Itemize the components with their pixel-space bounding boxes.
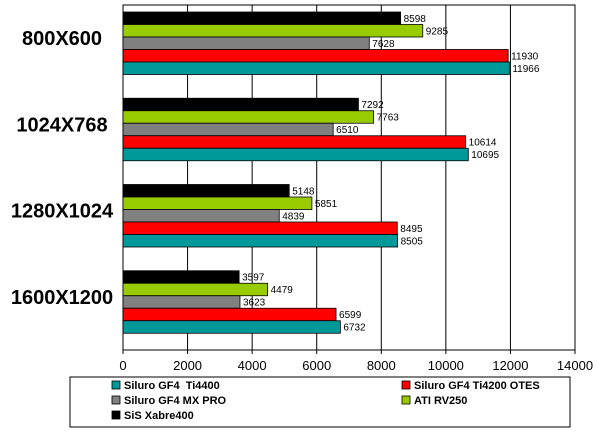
legend-swatch: [111, 395, 121, 405]
x-tick-label: 2000: [173, 358, 202, 373]
data-label: 8495: [400, 224, 423, 235]
bar: [122, 234, 398, 248]
bar: [122, 295, 241, 309]
data-label: 4839: [282, 211, 305, 222]
data-label: 3623: [243, 298, 266, 309]
data-label: 6732: [343, 323, 366, 334]
legend-swatch: [401, 380, 411, 390]
bar: [122, 36, 370, 50]
category-label: 1600X1200: [11, 287, 113, 309]
data-label: 10614: [469, 138, 497, 149]
bar: [122, 24, 424, 38]
category-label: 800X600: [22, 28, 102, 50]
legend-box: [69, 376, 571, 428]
x-tick-label: 14000: [557, 358, 593, 373]
data-label: 7628: [372, 39, 395, 50]
legend-swatch: [111, 410, 121, 420]
legend-swatch: [401, 395, 411, 405]
x-tick-label: 0: [119, 358, 126, 373]
bar: [122, 320, 341, 334]
bar: [122, 97, 359, 112]
x-tick-label: 12000: [492, 358, 528, 373]
data-label: 7292: [361, 100, 384, 111]
data-label: 5851: [315, 199, 338, 210]
bar: [122, 135, 467, 149]
data-label: 11930: [511, 51, 539, 62]
bar: [122, 147, 469, 162]
data-label: 8505: [401, 236, 424, 247]
bar: [122, 49, 509, 63]
legend-swatch: [111, 380, 121, 390]
data-label: 9285: [426, 26, 449, 37]
data-label: 3597: [242, 273, 265, 284]
bar: [122, 307, 337, 322]
data-label: 11966: [512, 64, 540, 75]
bar: [122, 270, 240, 284]
data-label: 5148: [292, 186, 315, 197]
bar: [122, 110, 375, 124]
bar: [122, 184, 290, 198]
bar: [122, 209, 280, 223]
bar: [122, 282, 269, 297]
data-label: 10695: [471, 150, 499, 161]
bar: [122, 61, 510, 75]
bar: [122, 122, 334, 137]
data-label: 6510: [336, 125, 359, 136]
legend-label: ATI RV250: [414, 395, 467, 407]
bar: [122, 196, 313, 210]
data-label: 4479: [271, 285, 294, 296]
data-label: 8598: [404, 14, 427, 25]
bar: [122, 11, 401, 25]
data-label: 7763: [377, 113, 400, 124]
legend-label: Siluro GF4 Ti4400: [124, 380, 220, 392]
legend-label: Siluro GF4 Ti4200 OTES: [414, 380, 540, 392]
legend-label: SiS Xabre400: [124, 410, 194, 422]
x-tick-label: 10000: [428, 358, 464, 373]
legend-label: Siluro GF4 MX PRO: [124, 395, 227, 407]
data-label: 6599: [339, 310, 362, 321]
category-label: 1280X1024: [11, 201, 114, 223]
x-tick-label: 6000: [302, 358, 331, 373]
category-label: 1024X768: [16, 114, 107, 136]
x-tick-label: 4000: [238, 358, 267, 373]
bar: [122, 221, 398, 235]
x-tick-label: 8000: [367, 358, 396, 373]
